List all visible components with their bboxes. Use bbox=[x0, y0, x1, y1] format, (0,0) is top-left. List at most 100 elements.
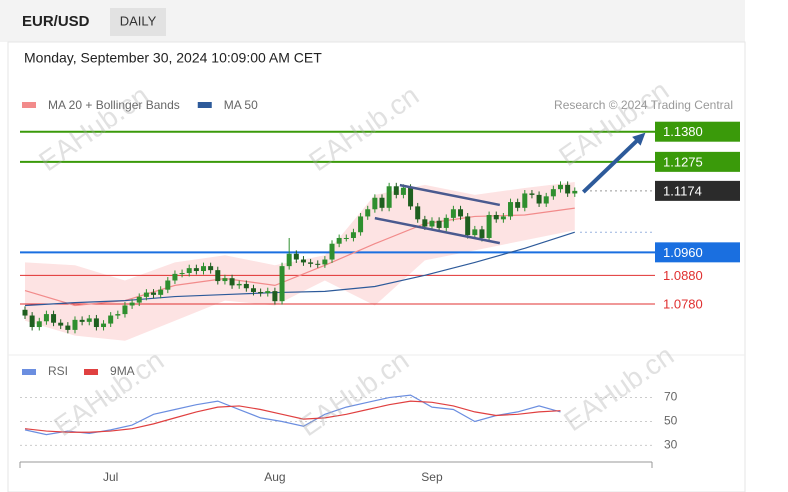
candle-body bbox=[286, 253, 292, 267]
candle-body bbox=[265, 291, 271, 294]
candle-body bbox=[486, 215, 492, 238]
candle-body bbox=[343, 237, 349, 239]
candle-body bbox=[258, 291, 264, 294]
ma-line bbox=[24, 231, 575, 307]
candle-body bbox=[215, 270, 221, 282]
candle-body bbox=[243, 283, 249, 289]
candle-body bbox=[151, 292, 157, 295]
candle-body bbox=[115, 314, 121, 316]
candle-body bbox=[36, 321, 42, 328]
candle-body bbox=[322, 259, 328, 265]
credit: Research © 2024 Trading Central bbox=[554, 98, 733, 112]
candle-body bbox=[472, 229, 478, 236]
candle-body bbox=[250, 288, 256, 292]
candle-body bbox=[172, 273, 178, 281]
candle-body bbox=[201, 266, 206, 272]
candle-body bbox=[508, 202, 514, 217]
candle-body bbox=[479, 229, 485, 238]
level-box bbox=[655, 180, 740, 201]
candle-body bbox=[422, 219, 428, 227]
candle-body bbox=[415, 206, 421, 220]
candle-body bbox=[493, 215, 499, 220]
candle-body bbox=[293, 253, 299, 260]
level-label: 1.1174 bbox=[663, 183, 702, 198]
candle-body bbox=[272, 291, 278, 302]
candle-body bbox=[279, 266, 285, 302]
candle-body bbox=[429, 220, 435, 227]
legend-label: RSI bbox=[48, 364, 68, 378]
legend-swatch bbox=[197, 102, 212, 108]
candle-body bbox=[129, 302, 135, 306]
candle-body bbox=[236, 283, 242, 286]
legend-label: MA 20 + Bollinger Bands bbox=[48, 98, 180, 112]
candle-body bbox=[350, 232, 356, 238]
candle-body bbox=[550, 189, 556, 197]
rsi-line bbox=[24, 394, 561, 436]
candle-body bbox=[143, 292, 149, 297]
rsi-tick-label: 30 bbox=[664, 438, 678, 452]
candle-body bbox=[79, 319, 85, 322]
x-tick-label: Sep bbox=[421, 470, 443, 484]
candle-body bbox=[358, 216, 364, 233]
candle-body bbox=[379, 197, 385, 208]
candle-body bbox=[308, 262, 314, 264]
candle-body bbox=[386, 186, 392, 208]
legend-swatch bbox=[22, 102, 36, 108]
candle-body bbox=[165, 280, 171, 290]
candle-body bbox=[72, 319, 78, 330]
trendline bbox=[399, 183, 501, 207]
candle-body bbox=[443, 217, 449, 228]
candle-body bbox=[515, 202, 521, 208]
candle-body bbox=[543, 196, 549, 204]
candle-body bbox=[558, 184, 563, 190]
arrow-head bbox=[632, 132, 646, 146]
candle-body bbox=[43, 314, 49, 322]
candle-body bbox=[65, 325, 71, 330]
candle-body bbox=[336, 237, 342, 244]
legend-swatch bbox=[84, 369, 99, 375]
x-tick-label: Jul bbox=[103, 470, 118, 484]
candle-body bbox=[300, 259, 306, 263]
candle-body bbox=[122, 305, 128, 315]
chart-title: EUR/USD bbox=[22, 13, 90, 30]
candle-body bbox=[208, 266, 214, 271]
candle-body bbox=[465, 216, 471, 236]
candle-body bbox=[529, 193, 535, 195]
candle-body bbox=[536, 194, 542, 204]
candle-body bbox=[372, 197, 378, 210]
candle-body bbox=[408, 187, 414, 207]
candle-body bbox=[572, 190, 578, 194]
candle-body bbox=[522, 193, 528, 208]
candle-body bbox=[93, 318, 99, 328]
candle-body bbox=[222, 278, 228, 282]
candle-body bbox=[393, 186, 399, 195]
candle-body bbox=[193, 268, 199, 272]
level-box bbox=[655, 121, 740, 142]
trendline bbox=[374, 216, 501, 245]
candle-body bbox=[179, 273, 185, 275]
candle-body bbox=[450, 209, 456, 218]
candle-body bbox=[58, 322, 64, 326]
legend-swatch bbox=[22, 369, 36, 375]
rsi-line bbox=[24, 400, 561, 433]
candle-body bbox=[565, 184, 571, 194]
candle-body bbox=[500, 216, 506, 220]
level-box bbox=[655, 151, 740, 172]
x-tick-label: Aug bbox=[264, 470, 285, 484]
level-label: 1.1275 bbox=[663, 154, 703, 169]
candle-body bbox=[365, 209, 371, 217]
timeframe: DAILY bbox=[120, 13, 157, 28]
timeframe-box bbox=[110, 8, 166, 36]
level-label: 1.0780 bbox=[663, 296, 703, 311]
candle-body bbox=[400, 187, 406, 195]
candle-body bbox=[436, 220, 442, 228]
level-label: 1.0880 bbox=[663, 268, 703, 283]
legend-label: 9MA bbox=[110, 364, 135, 378]
rsi-tick-label: 70 bbox=[664, 390, 678, 404]
candle-body bbox=[136, 296, 142, 303]
level-box bbox=[655, 242, 740, 263]
candle-body bbox=[22, 309, 28, 316]
rsi-tick-label: 50 bbox=[664, 414, 678, 428]
